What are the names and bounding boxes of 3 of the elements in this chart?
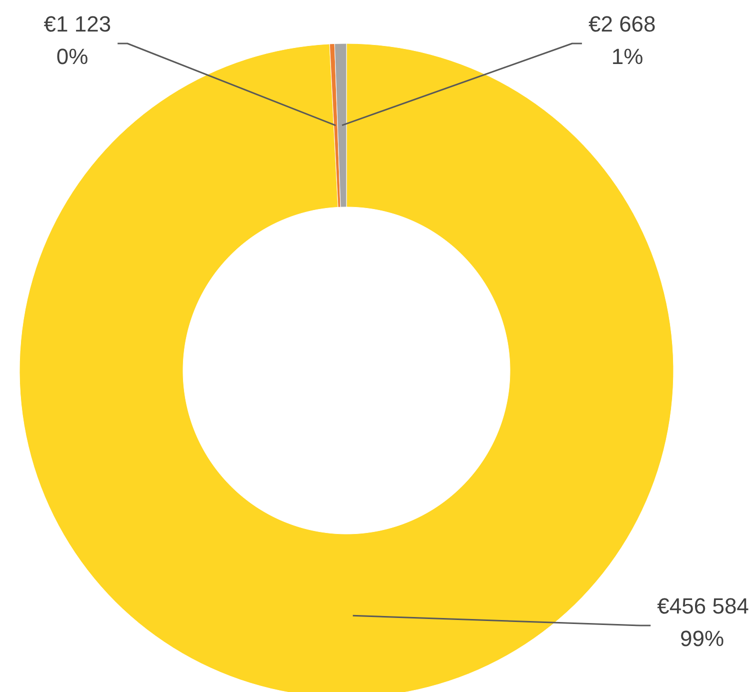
data-label: €456 584 99% (657, 593, 749, 652)
data-label: €1 123 0% (44, 11, 112, 70)
data-label: €2 668 1% (588, 11, 656, 70)
